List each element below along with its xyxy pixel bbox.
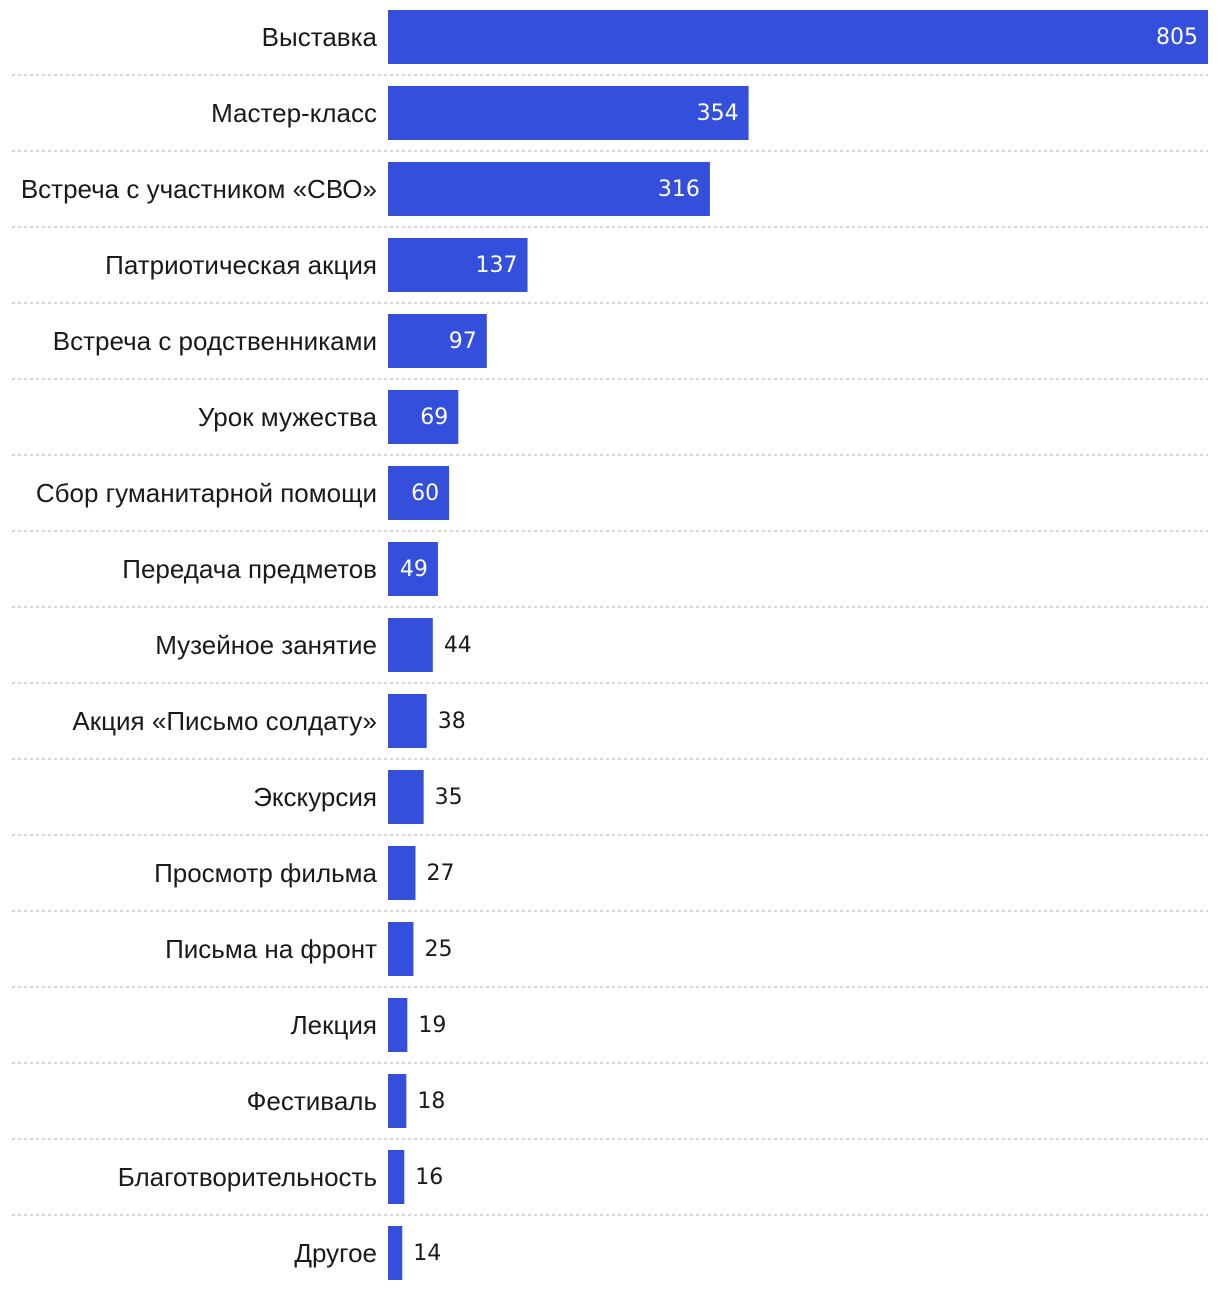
bar — [388, 694, 427, 748]
category-label: Другое — [294, 1238, 377, 1268]
value-label: 27 — [427, 861, 455, 886]
value-label: 69 — [420, 405, 448, 430]
bar — [388, 390, 459, 444]
category-label: Урок мужества — [198, 402, 378, 432]
bar — [388, 1150, 405, 1204]
bar — [388, 922, 414, 976]
category-label: Лекция — [291, 1010, 377, 1040]
value-label: 19 — [418, 1013, 446, 1038]
value-label: 38 — [438, 709, 466, 734]
bar — [388, 466, 450, 520]
value-labels: 805 354 316 137 97 69 60 49 44 38 35 27 25 19 18 16 14 — [400, 25, 1198, 1266]
bar — [388, 162, 710, 216]
value-label: 354 — [697, 101, 739, 126]
category-label: Акция «Письмо солдату» — [72, 706, 377, 736]
category-label: Просмотр фильма — [154, 858, 377, 888]
bar — [388, 1226, 403, 1280]
bar — [388, 86, 749, 140]
value-label: 25 — [424, 937, 452, 962]
value-label: 805 — [1156, 25, 1198, 50]
value-label: 316 — [658, 177, 700, 202]
category-label: Выставка — [262, 22, 378, 52]
category-label: Сбор гуманитарной помощи — [36, 478, 377, 508]
category-label: Письма на фронт — [165, 934, 377, 964]
bar — [388, 846, 416, 900]
value-label: 49 — [400, 557, 428, 582]
category-label: Патриотическая акция — [105, 250, 377, 280]
bar — [388, 618, 433, 672]
bar — [388, 770, 424, 824]
bars — [388, 10, 1208, 1280]
category-label: Встреча с участником «СВО» — [21, 174, 377, 204]
bar — [388, 10, 1208, 64]
bar — [388, 1074, 407, 1128]
category-label: Экскурсия — [253, 782, 377, 812]
value-label: 35 — [435, 785, 463, 810]
value-label: 14 — [413, 1241, 441, 1266]
bar — [388, 314, 487, 368]
value-label: 60 — [411, 481, 439, 506]
category-label: Музейное занятие — [155, 630, 377, 660]
category-label: Благотворительность — [118, 1162, 377, 1192]
value-label: 137 — [476, 253, 518, 278]
value-label: 97 — [449, 329, 477, 354]
row-dividers — [12, 74, 1208, 1216]
value-label: 16 — [415, 1165, 443, 1190]
category-label: Встреча с родственниками — [53, 326, 377, 356]
value-label: 44 — [444, 633, 472, 658]
category-label: Мастер-класс — [211, 98, 377, 128]
category-labels: Выставка Мастер-класс Встреча с участником… — [21, 22, 378, 1268]
bar — [388, 542, 438, 596]
bar — [388, 238, 528, 292]
value-label: 18 — [417, 1089, 445, 1114]
category-label: Фестиваль — [247, 1086, 377, 1116]
category-label: Передача предметов — [122, 554, 377, 584]
bar — [388, 998, 408, 1052]
